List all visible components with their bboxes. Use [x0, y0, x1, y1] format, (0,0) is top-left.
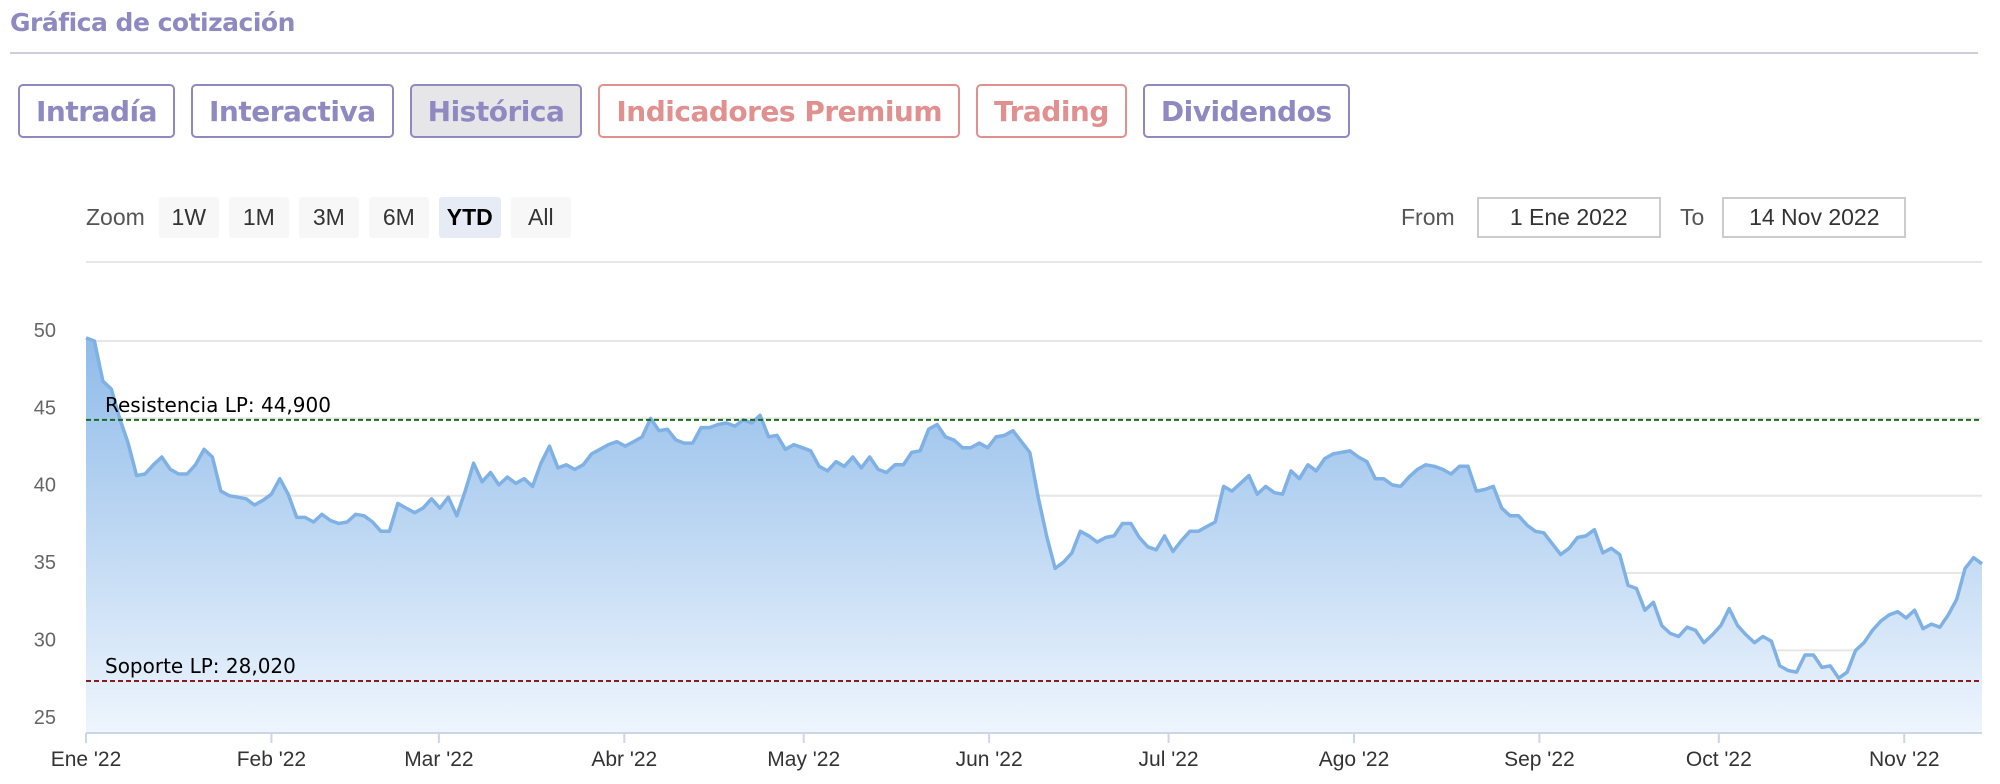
x-tick-label: Ago '22 [1319, 748, 1390, 771]
zoom-3m-button[interactable]: 3M [298, 197, 359, 238]
zoom-all-button[interactable]: All [510, 197, 571, 238]
zoom-selector: Zoom 1W 1M 3M 6M YTD All [86, 197, 571, 238]
y-tick-label: 35 [34, 552, 56, 574]
x-tick-label: Sep '22 [1504, 748, 1575, 771]
x-tick-label: Abr '22 [591, 748, 657, 771]
tab-indicadores-premium[interactable]: Indicadores Premium [598, 84, 961, 138]
zoom-1w-button[interactable]: 1W [158, 197, 219, 238]
to-date-input[interactable]: 14 Nov 2022 [1722, 197, 1907, 238]
zoom-ytd-button[interactable]: YTD [438, 197, 501, 238]
y-tick-label: 30 [34, 629, 56, 651]
chart-tabs: Intradía Interactiva Histórica Indicador… [18, 84, 1350, 138]
from-label: From [1401, 204, 1455, 230]
x-tick-label: Oct '22 [1686, 748, 1752, 771]
zoom-1m-button[interactable]: 1M [228, 197, 289, 238]
x-tick-label: Jun '22 [956, 748, 1023, 771]
y-tick-label: 50 [34, 320, 56, 342]
tab-trading[interactable]: Trading [976, 84, 1127, 138]
tab-interactiva[interactable]: Interactiva [190, 84, 394, 138]
to-label: To [1680, 204, 1705, 230]
price-area [86, 337, 1982, 733]
resistance-label: Resistencia LP: 44,900 [105, 393, 331, 417]
x-tick-label: Ene '22 [51, 748, 122, 771]
tab-dividendos[interactable]: Dividendos [1142, 84, 1350, 138]
y-tick-label: 40 [34, 475, 56, 497]
tab-historica[interactable]: Histórica [409, 84, 583, 138]
x-tick-label: May '22 [767, 748, 840, 771]
range-to: To 14 Nov 2022 [1680, 197, 1907, 238]
tab-intradia[interactable]: Intradía [18, 84, 175, 138]
price-line [85, 336, 1984, 680]
y-tick-label: 45 [34, 397, 56, 419]
zoom-6m-button[interactable]: 6M [368, 197, 429, 238]
range-from: From 1 Ene 2022 [1401, 197, 1661, 238]
x-tick-label: Jul '22 [1139, 748, 1199, 771]
support-label: Soporte LP: 28,020 [105, 654, 296, 678]
page-title: Gráfica de cotización [10, 8, 295, 37]
x-tick-label: Nov '22 [1869, 748, 1940, 771]
zoom-label: Zoom [86, 204, 145, 230]
y-tick-label: 25 [34, 707, 56, 729]
x-tick-label: Mar '22 [404, 748, 473, 771]
title-divider [10, 52, 1978, 54]
from-date-input[interactable]: 1 Ene 2022 [1476, 197, 1661, 238]
x-tick-label: Feb '22 [237, 748, 306, 771]
